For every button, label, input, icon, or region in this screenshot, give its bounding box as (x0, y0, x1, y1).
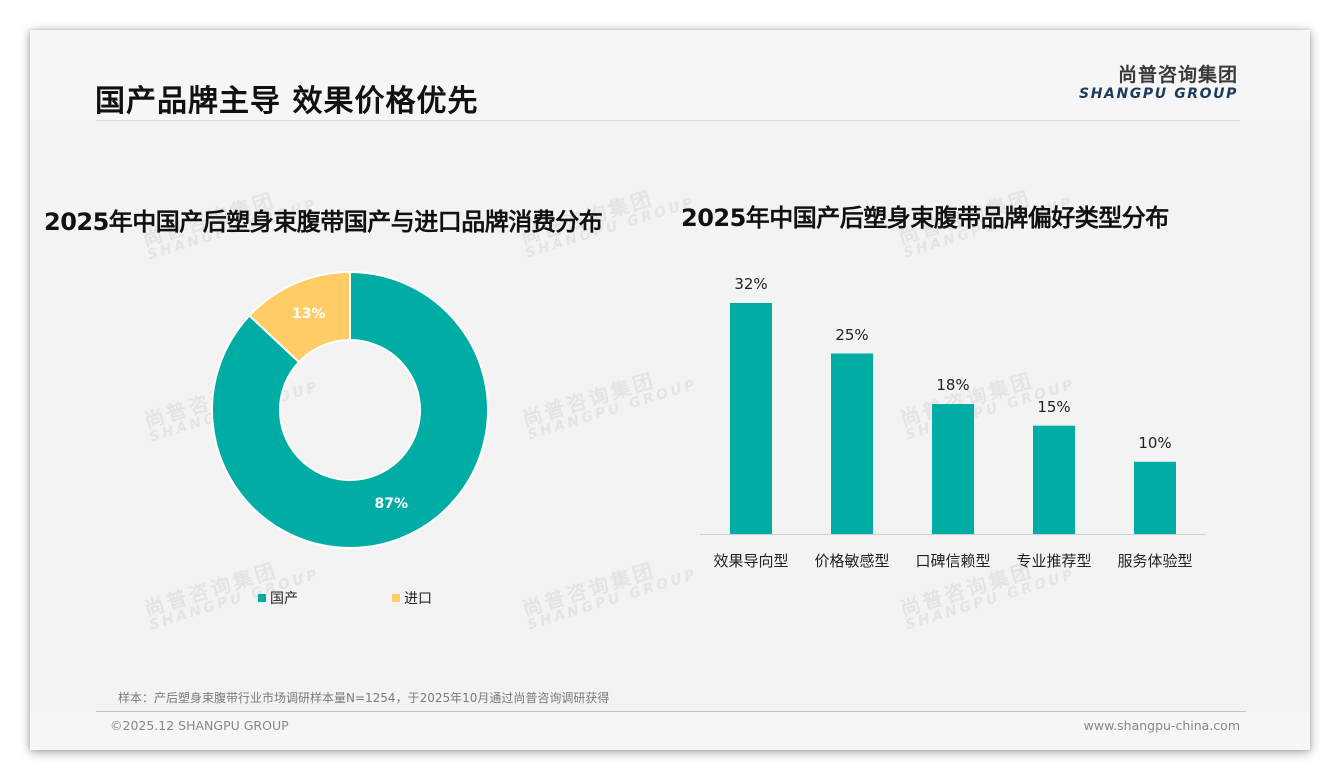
bar-value-label: 15% (1037, 397, 1071, 416)
title-divider (96, 120, 1240, 121)
sample-note: 样本：产后塑身束腹带行业市场调研样本量N=1254，于2025年10月通过尚普咨… (118, 691, 610, 705)
bar-category-label: 口碑信赖型 (915, 552, 991, 570)
donut-slice-imported (247, 270, 351, 364)
logo-en: SHANGPU GROUP (1079, 86, 1238, 102)
donut-chart-title: 2025年中国产后塑身束腹带国产与进口品牌消费分布 (44, 208, 603, 236)
donut-chart (211, 270, 489, 549)
bar-value-label: 10% (1138, 433, 1172, 452)
bar (1134, 461, 1176, 534)
donut-slice-label: 87% (374, 496, 409, 513)
legend-swatch (258, 594, 266, 602)
bar (730, 302, 772, 534)
footer-divider (96, 711, 1246, 712)
bar-chart-title: 2025年中国产后塑身束腹带品牌偏好类型分布 (681, 204, 1169, 232)
page-title: 国产品牌主导 效果价格优先 (95, 84, 479, 119)
slide: 尚普咨询集团 SHANGPU GROUP 尚普咨询集团 SHANGPU GROUP … (30, 30, 1310, 750)
bar-category-label: 效果导向型 (713, 552, 789, 570)
legend-swatch (392, 594, 400, 602)
bar-category-label: 服务体验型 (1117, 552, 1193, 570)
bar-category-label: 专业推荐型 (1016, 552, 1092, 570)
bar (831, 353, 873, 534)
bar-chart (700, 302, 1206, 535)
donut-slice-domestic (211, 270, 489, 549)
bar (1033, 425, 1075, 534)
bar-category-label: 价格敏感型 (814, 552, 890, 570)
legend-item-imported: 进口 (392, 588, 432, 608)
donut-slice-label: 13% (291, 305, 326, 322)
website-url: www.shangpu-china.com (1083, 718, 1240, 733)
copyright: ©2025.12 SHANGPU GROUP (110, 718, 289, 733)
bar-value-label: 32% (734, 274, 768, 293)
bar-value-label: 18% (936, 376, 970, 395)
company-logo: 尚普咨询集团 SHANGPU GROUP (1079, 64, 1238, 102)
logo-cn: 尚普咨询集团 (1117, 64, 1238, 86)
footer-band (30, 712, 1310, 750)
bar (932, 404, 974, 534)
legend-item-domestic: 国产 (258, 588, 298, 608)
header-band (30, 30, 1310, 120)
bar-value-label: 25% (835, 325, 869, 344)
